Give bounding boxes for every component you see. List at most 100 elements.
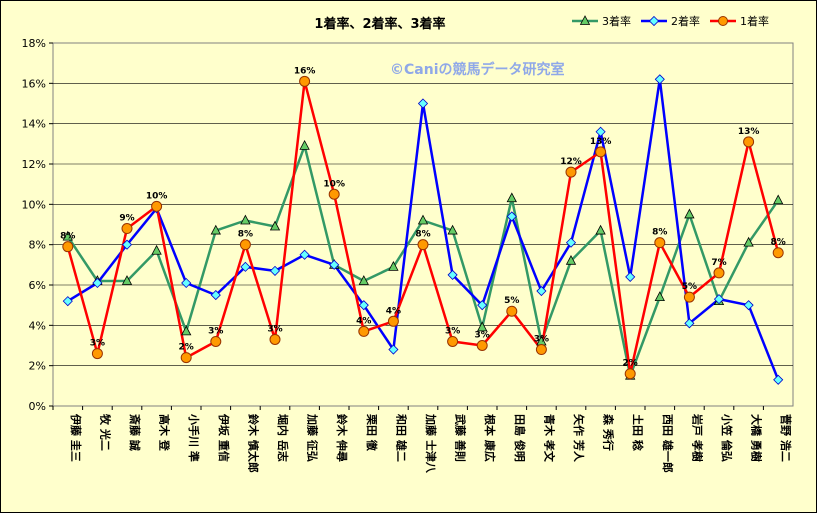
x-category-label: 牧 光二 — [98, 414, 112, 451]
y-tick-label: 18% — [22, 37, 46, 50]
legend-marker-triangle — [579, 15, 591, 25]
data-point-1st — [565, 166, 577, 178]
y-tick-label: 2% — [29, 360, 46, 373]
data-point-1st — [239, 239, 251, 251]
data-label: 13% — [590, 137, 612, 147]
data-point-3rd — [417, 214, 429, 225]
data-point-1st — [506, 305, 518, 317]
data-label: 10% — [146, 191, 168, 201]
data-point-2nd — [92, 277, 103, 289]
data-point-1st — [772, 247, 784, 259]
x-category-label: 和田 雄二 — [394, 414, 408, 462]
data-point-3rd — [654, 291, 665, 302]
legend-label: 3着率 — [602, 14, 631, 28]
data-point-2nd — [181, 277, 192, 289]
y-tick-label: 14% — [22, 118, 46, 131]
data-point-1st — [595, 146, 607, 158]
x-category-label: 小手川 準 — [187, 413, 201, 462]
y-tick-label: 8% — [29, 239, 46, 252]
data-point-3rd — [299, 139, 310, 150]
x-category-label: 伊坂 重信 — [217, 413, 231, 462]
data-label: 2% — [179, 343, 194, 353]
data-point-1st — [654, 237, 666, 249]
data-point-2nd — [388, 344, 399, 355]
data-point-1st — [476, 340, 488, 351]
watermark: ©Caniの競馬データ研究室 — [390, 61, 565, 78]
data-label: 3% — [534, 335, 549, 345]
data-point-2nd — [417, 98, 429, 109]
y-tick-label: 6% — [29, 279, 46, 292]
data-point-2nd — [654, 74, 665, 85]
data-point-1st — [210, 335, 222, 347]
legend-label: 1着率 — [740, 14, 769, 28]
data-label: 2% — [623, 359, 638, 369]
data-point-2nd — [684, 318, 695, 329]
data-point-3rd — [447, 224, 458, 235]
data-label: 13% — [738, 127, 760, 137]
data-point-1st — [121, 223, 133, 235]
data-point-1st — [62, 241, 74, 253]
x-category-label: 加藤 士津八 — [424, 413, 438, 474]
x-category-label: 田島 俊明 — [513, 414, 527, 462]
data-point-3rd — [151, 244, 162, 255]
data-point-1st — [269, 333, 281, 345]
y-tick-label: 10% — [22, 198, 46, 211]
data-label: 3% — [475, 331, 490, 341]
legend-marker-diamond — [648, 15, 660, 27]
data-point-1st — [299, 75, 311, 87]
data-point-2nd — [625, 271, 636, 282]
data-point-2nd — [269, 265, 281, 276]
x-category-label: 根本 康広 — [483, 414, 497, 462]
y-tick-label: 12% — [22, 158, 46, 171]
data-point-3rd — [595, 224, 606, 235]
data-point-3rd — [62, 230, 73, 241]
x-category-label: 鈴木 伸尋 — [335, 414, 349, 462]
data-label: 10% — [323, 179, 345, 189]
data-point-3rd — [240, 214, 251, 225]
data-point-3rd — [684, 208, 695, 219]
x-category-label: 大橋 勇樹 — [750, 414, 764, 462]
legend-label: 2着率 — [671, 14, 700, 28]
data-point-2nd — [506, 211, 517, 222]
data-point-1st — [358, 325, 370, 337]
x-category-label: 青木 孝文 — [542, 414, 556, 463]
x-category-label: 斎藤 誠 — [128, 414, 142, 451]
data-label: 3% — [208, 326, 223, 336]
data-label: 4% — [356, 316, 371, 326]
data-point-3rd — [358, 275, 369, 285]
data-point-1st — [743, 136, 755, 148]
data-point-3rd — [773, 194, 784, 205]
data-label: 5% — [504, 296, 519, 306]
data-point-2nd — [299, 249, 310, 260]
data-point-3rd — [210, 224, 221, 235]
data-point-1st — [328, 188, 340, 200]
x-category-label: 森 秀行 — [602, 414, 616, 451]
data-point-2nd — [595, 126, 606, 137]
x-category-label: 菅野 浩二 — [779, 414, 793, 462]
x-category-label: 矢作 芳人 — [572, 414, 586, 463]
x-category-label: 岩戸 孝樹 — [690, 413, 704, 462]
data-point-3rd — [743, 236, 754, 247]
x-category-label: 加藤 征弘 — [306, 413, 320, 462]
data-point-2nd — [477, 300, 488, 311]
data-point-2nd — [210, 290, 221, 301]
data-point-3rd — [121, 275, 133, 285]
data-point-1st — [91, 348, 103, 360]
data-label: 8% — [60, 232, 75, 242]
data-point-3rd — [181, 325, 192, 336]
data-point-2nd — [329, 259, 340, 270]
data-point-3rd — [388, 260, 399, 271]
legend: 3着率 2着率 1着率 — [572, 14, 769, 28]
data-point-1st — [624, 368, 636, 380]
data-point-1st — [683, 291, 695, 303]
data-point-2nd — [447, 269, 458, 280]
data-point-2nd — [240, 261, 251, 272]
data-point-1st — [417, 239, 429, 251]
data-label: 8% — [771, 238, 786, 248]
x-category-label: 栗田 徹 — [365, 414, 379, 452]
data-label: 5% — [682, 282, 697, 292]
data-point-2nd — [358, 300, 369, 311]
data-point-2nd — [773, 374, 784, 385]
x-category-label: 西田 雄一郎 — [661, 414, 675, 473]
